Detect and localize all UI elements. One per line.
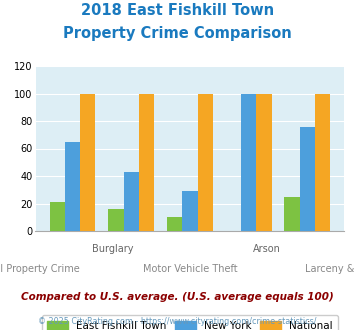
Bar — [284, 197, 300, 231]
Bar — [198, 93, 213, 231]
Text: © 2025 CityRating.com - https://www.cityrating.com/crime-statistics/: © 2025 CityRating.com - https://www.city… — [38, 317, 317, 326]
Bar — [300, 126, 315, 231]
Bar — [256, 93, 272, 231]
Bar — [80, 93, 95, 231]
Bar — [108, 209, 124, 231]
Bar — [167, 217, 182, 231]
Legend: East Fishkill Town, New York, National: East Fishkill Town, New York, National — [42, 315, 338, 330]
Text: Property Crime Comparison: Property Crime Comparison — [63, 26, 292, 41]
Text: Larceny & Theft: Larceny & Theft — [305, 264, 355, 274]
Text: Arson: Arson — [253, 244, 281, 254]
Bar — [182, 191, 198, 231]
Text: 2018 East Fishkill Town: 2018 East Fishkill Town — [81, 3, 274, 18]
Text: Motor Vehicle Theft: Motor Vehicle Theft — [143, 264, 237, 274]
Bar — [241, 93, 256, 231]
Bar — [50, 202, 65, 231]
Bar — [124, 172, 139, 231]
Bar — [315, 93, 330, 231]
Text: All Property Crime: All Property Crime — [0, 264, 80, 274]
Bar — [139, 93, 154, 231]
Text: Burglary: Burglary — [92, 244, 133, 254]
Bar — [65, 142, 80, 231]
Text: Compared to U.S. average. (U.S. average equals 100): Compared to U.S. average. (U.S. average … — [21, 292, 334, 302]
